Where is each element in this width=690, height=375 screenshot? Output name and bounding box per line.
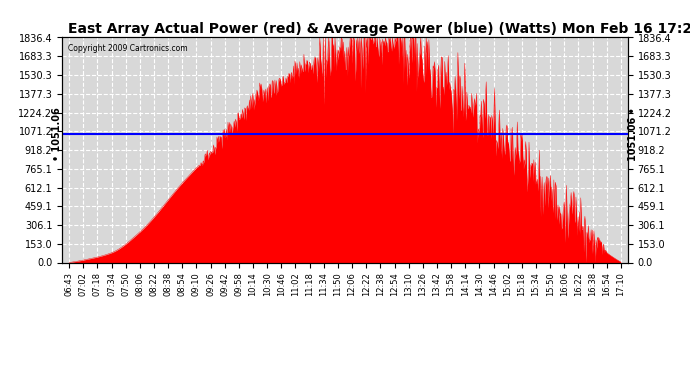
Text: • 1051.06: • 1051.06 — [52, 107, 61, 160]
Text: East Array Actual Power (red) & Average Power (blue) (Watts) Mon Feb 16 17:25: East Array Actual Power (red) & Average … — [68, 22, 690, 36]
Text: 1051.06 •: 1051.06 • — [629, 107, 638, 160]
Text: Copyright 2009 Cartronics.com: Copyright 2009 Cartronics.com — [68, 44, 188, 53]
